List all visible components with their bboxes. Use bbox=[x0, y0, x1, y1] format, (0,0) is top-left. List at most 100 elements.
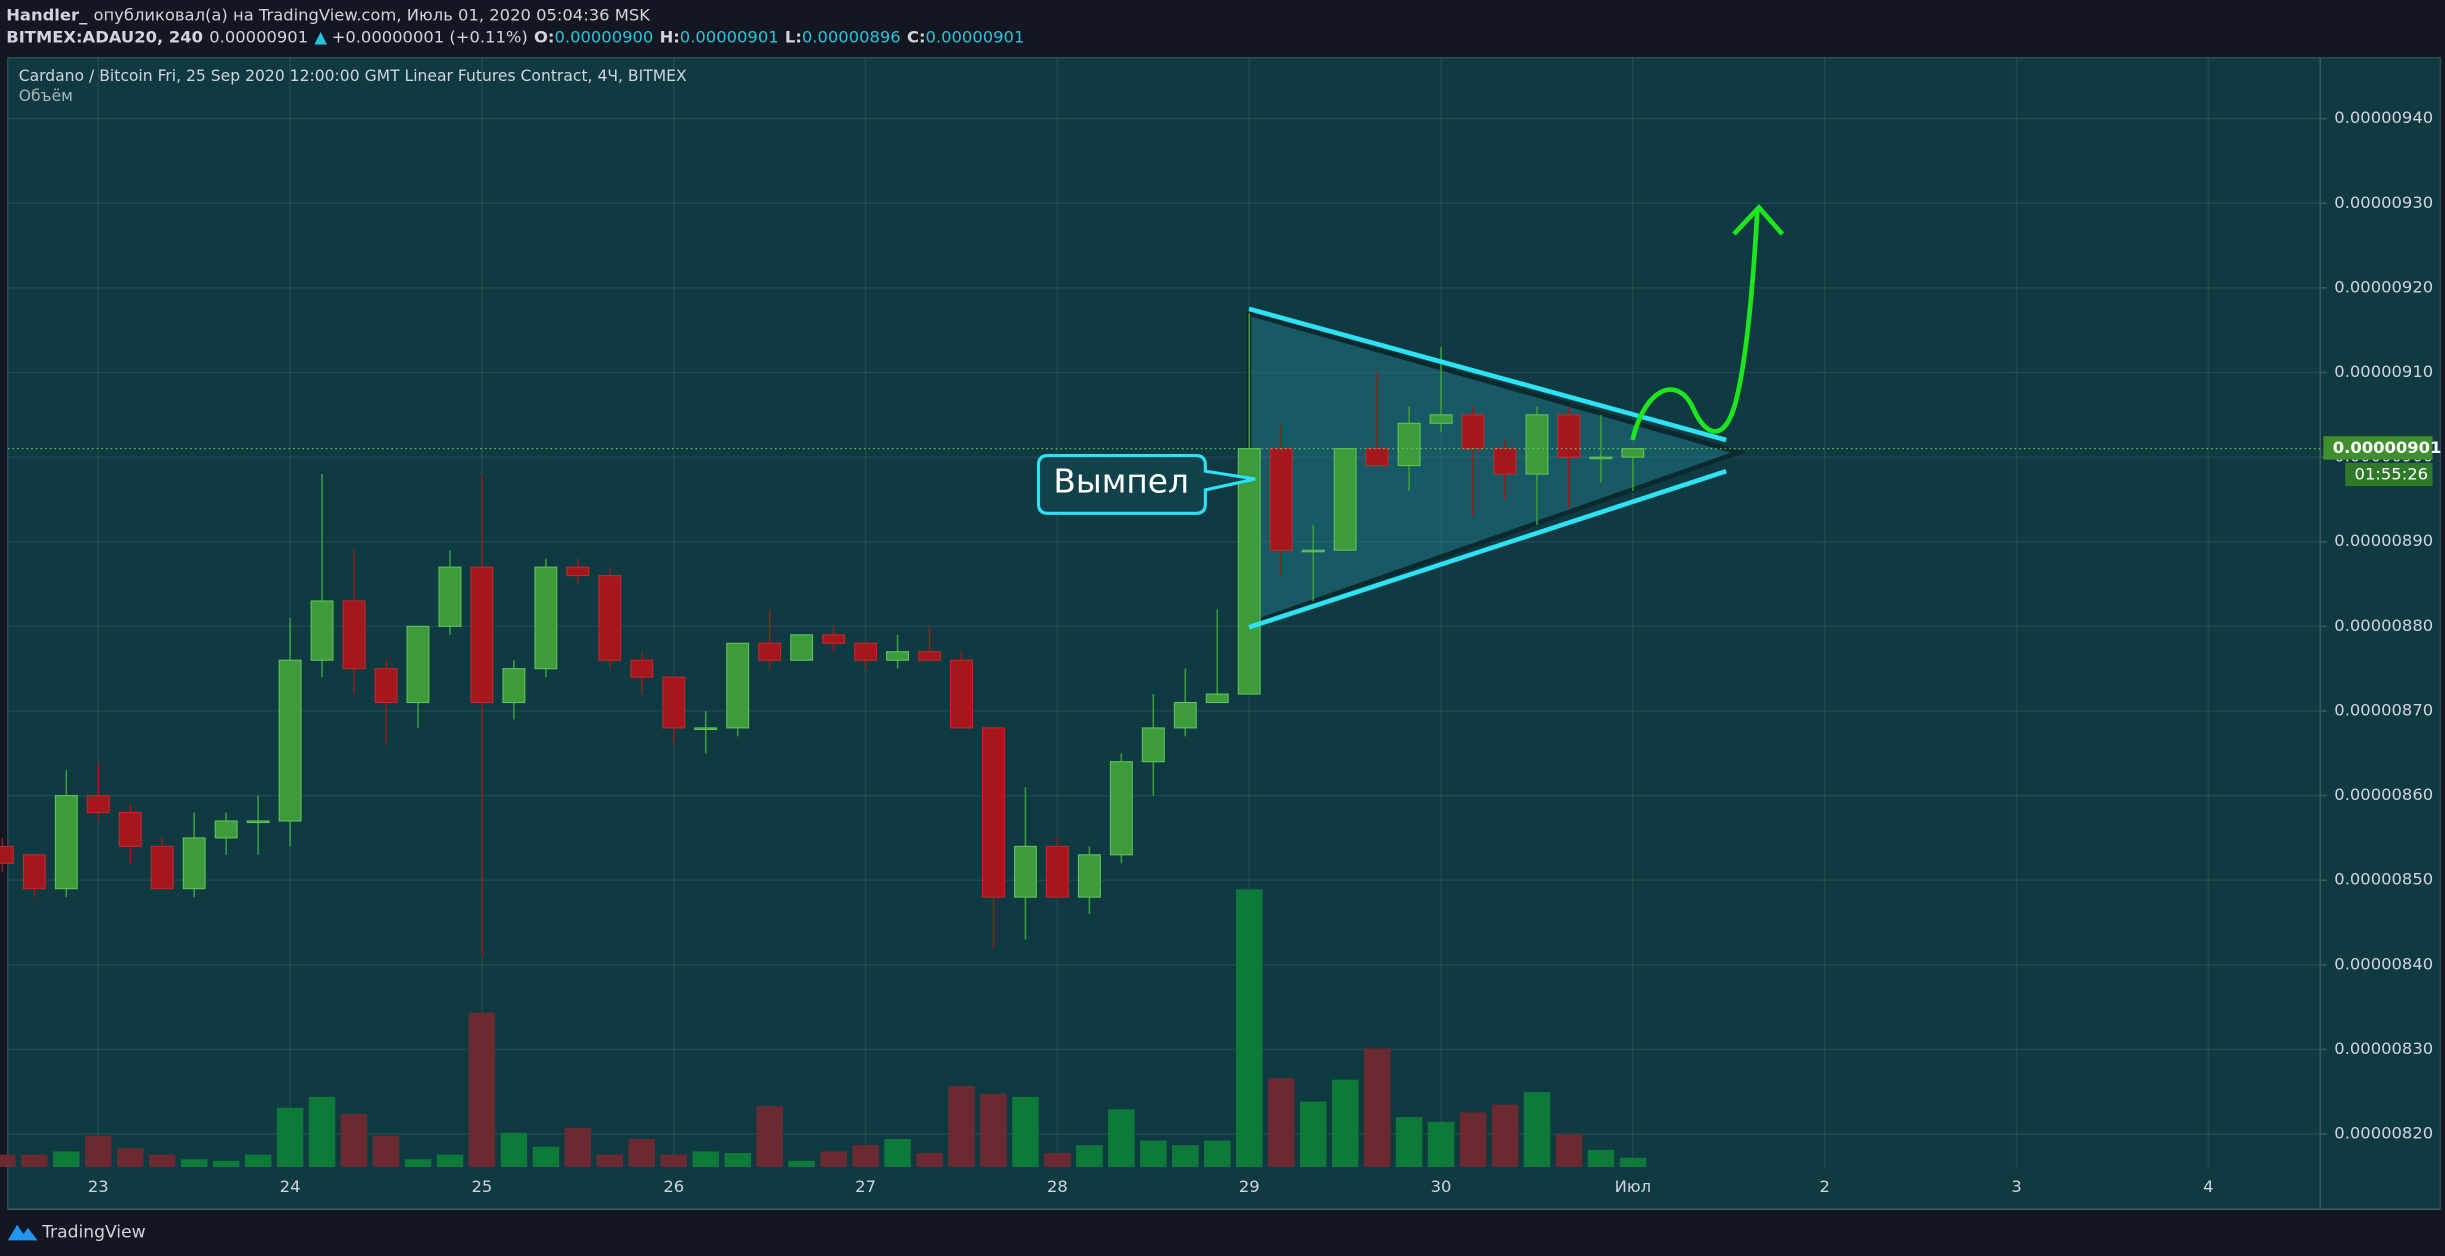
forecast-arrow-head bbox=[1732, 204, 1785, 236]
y-tick-label: 0.00000860 bbox=[2334, 785, 2433, 804]
volume-bar bbox=[724, 1153, 751, 1168]
header-line-2: BITMEX:ADAU20, 240 0.00000901 ▲ +0.00000001… bbox=[6, 27, 1024, 46]
candle-body bbox=[566, 566, 590, 577]
candle-body bbox=[1397, 422, 1421, 467]
candle-body bbox=[342, 600, 366, 670]
footer-brand: TradingView bbox=[41, 1223, 146, 1243]
y-tick-label: 0.00000830 bbox=[2334, 1039, 2433, 1058]
volume-bar bbox=[1172, 1145, 1199, 1168]
volume-bar bbox=[1140, 1140, 1167, 1168]
candle-body bbox=[310, 600, 334, 661]
volume-bar bbox=[852, 1145, 879, 1168]
chart-title: Cardano / Bitcoin Fri, 25 Sep 2020 12:00… bbox=[19, 67, 687, 85]
volume-bar bbox=[628, 1138, 656, 1168]
volume-bar bbox=[532, 1146, 560, 1168]
chart-pane bbox=[7, 56, 2442, 1210]
volume-bar bbox=[276, 1107, 304, 1168]
volume-bar bbox=[1459, 1112, 1487, 1168]
volume-bar bbox=[884, 1138, 911, 1168]
x-tick-label: 26 bbox=[663, 1177, 684, 1196]
candle-body bbox=[1301, 549, 1325, 553]
candle-body bbox=[630, 659, 654, 678]
x-tick-label: 25 bbox=[472, 1177, 493, 1196]
c-label: C: bbox=[907, 27, 926, 46]
callout bbox=[1036, 454, 1256, 515]
candle-body bbox=[981, 727, 1005, 898]
volume-bar bbox=[1012, 1096, 1039, 1168]
h-label: H: bbox=[660, 27, 680, 46]
footer-logo bbox=[7, 1224, 38, 1241]
volume-bar bbox=[148, 1154, 176, 1168]
y-tick-label: 0.00000820 bbox=[2334, 1124, 2433, 1143]
last-price-label: 0.00000901 bbox=[2333, 438, 2442, 457]
candle-body bbox=[1589, 456, 1613, 460]
candle-body bbox=[1045, 845, 1069, 898]
candle-body bbox=[1493, 448, 1517, 475]
h: 0.00000901 bbox=[680, 27, 779, 46]
volume-bar bbox=[1363, 1048, 1391, 1168]
volume-bar bbox=[1204, 1140, 1231, 1168]
volume-bar bbox=[53, 1151, 80, 1168]
countdown-tag bbox=[2345, 462, 2433, 487]
volume-bar bbox=[916, 1153, 943, 1168]
up-arrow: ▲ bbox=[314, 27, 327, 46]
symbol: BITMEX:ADAU20, 240 bbox=[6, 27, 203, 46]
volume-bar bbox=[1427, 1121, 1455, 1168]
volume-bar bbox=[180, 1159, 208, 1168]
x-tick-label: 24 bbox=[280, 1177, 301, 1196]
volume-label: Объём bbox=[19, 87, 73, 105]
candle-body bbox=[1621, 448, 1645, 458]
x-tick-label: Июл bbox=[1615, 1177, 1651, 1196]
candle-body bbox=[598, 575, 622, 661]
y-tick-label: 0.00000880 bbox=[2334, 616, 2433, 635]
pennant-lower-line bbox=[1248, 468, 1727, 630]
candle-body bbox=[118, 811, 142, 847]
volume-bar bbox=[372, 1135, 400, 1168]
x-tick-label: 3 bbox=[2011, 1177, 2021, 1196]
candle-body bbox=[1461, 414, 1485, 450]
candle-body bbox=[246, 820, 270, 824]
candle-body bbox=[950, 659, 973, 729]
y-tick-label: 0.00000870 bbox=[2334, 700, 2433, 719]
y-tick-label: 0.00000930 bbox=[2334, 193, 2433, 212]
candle-body bbox=[822, 634, 846, 644]
l: 0.00000896 bbox=[802, 27, 901, 46]
volume-bar bbox=[500, 1132, 528, 1168]
candle-body bbox=[438, 566, 462, 627]
volume-bar bbox=[1555, 1134, 1583, 1168]
x-tick-label: 28 bbox=[1047, 1177, 1068, 1196]
candle-body bbox=[886, 651, 910, 661]
volume-bar bbox=[1395, 1117, 1423, 1168]
x-tick-label: 30 bbox=[1431, 1177, 1452, 1196]
volume-bar bbox=[85, 1135, 112, 1168]
candle-body bbox=[502, 668, 526, 704]
candle-body bbox=[726, 642, 750, 729]
volume-bar bbox=[1619, 1157, 1647, 1168]
c: 0.00000901 bbox=[926, 27, 1025, 46]
volume-bar bbox=[692, 1151, 719, 1168]
pennant-upper-line bbox=[1248, 306, 1727, 443]
candle-body bbox=[1333, 448, 1357, 551]
volume-bar bbox=[1044, 1153, 1071, 1168]
candle-body bbox=[1525, 414, 1549, 475]
volume-bar bbox=[436, 1154, 464, 1168]
candle-body bbox=[1365, 448, 1389, 467]
candle-body bbox=[182, 837, 206, 890]
y-tick-label: 0.00000920 bbox=[2334, 277, 2433, 296]
y-tick-label: 0.00000890 bbox=[2334, 531, 2433, 550]
volume-bar bbox=[1108, 1109, 1135, 1168]
forecast-arrow bbox=[1630, 210, 1760, 441]
volume-bar bbox=[1267, 1078, 1295, 1168]
candle-body bbox=[374, 668, 398, 704]
candle-body bbox=[1429, 414, 1453, 424]
user: Handler_ bbox=[6, 5, 88, 24]
candle-body bbox=[1173, 701, 1197, 729]
candle-body bbox=[54, 795, 78, 890]
y-tick-label: 0.00000840 bbox=[2334, 954, 2433, 973]
x-tick-label: 27 bbox=[855, 1177, 876, 1196]
o-label: O: bbox=[534, 27, 554, 46]
volume-bar bbox=[404, 1159, 432, 1168]
volume-bars bbox=[0, 889, 1647, 1168]
candle-body bbox=[0, 845, 14, 864]
